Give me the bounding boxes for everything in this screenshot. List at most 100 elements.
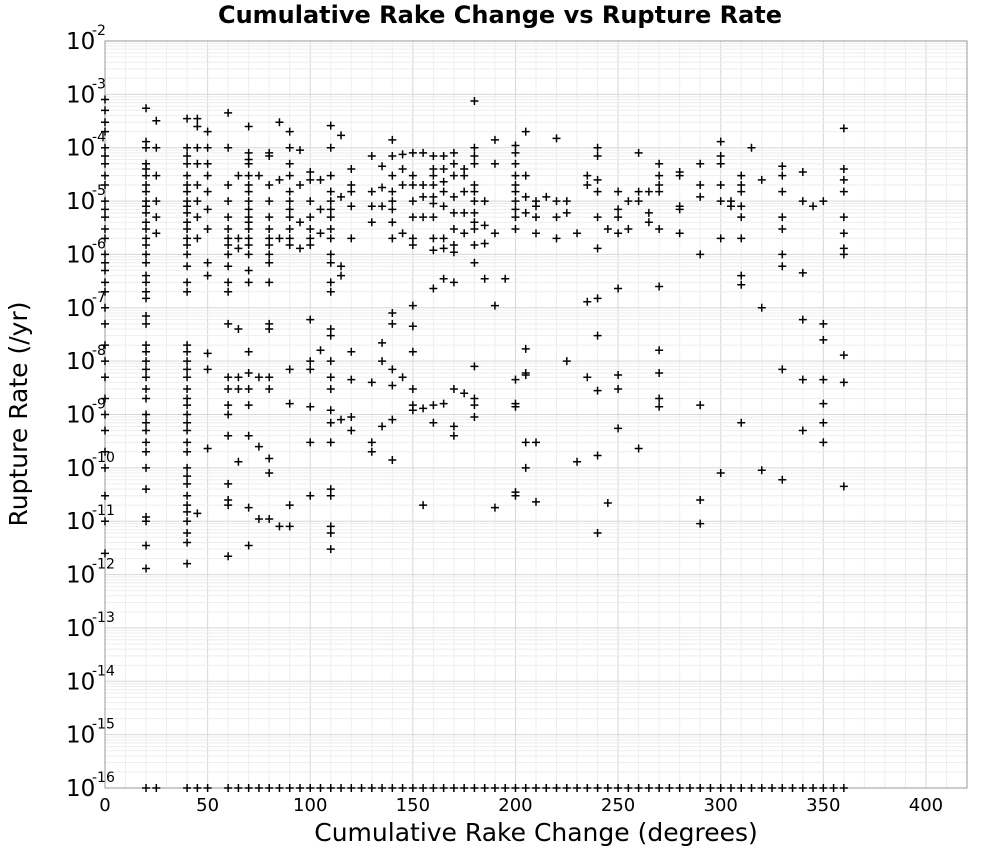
y-tick-label: 10-3 — [66, 76, 106, 108]
data-point — [757, 303, 766, 312]
data-point — [798, 426, 807, 435]
data-point — [183, 357, 192, 366]
data-point — [449, 171, 458, 180]
data-point — [511, 491, 520, 500]
y-tick-base: 10 — [66, 669, 95, 695]
data-point — [101, 319, 109, 328]
y-tick-exponent: -8 — [92, 343, 106, 359]
data-point — [275, 522, 284, 531]
data-point — [183, 447, 192, 456]
data-point — [593, 294, 602, 303]
data-point — [644, 218, 653, 227]
data-point — [203, 171, 212, 180]
data-point — [142, 517, 151, 526]
data-point — [819, 319, 828, 328]
data-point — [224, 241, 233, 250]
data-point — [142, 278, 151, 287]
y-tick-base: 10 — [66, 189, 95, 215]
data-point — [562, 197, 571, 206]
data-point — [254, 171, 263, 180]
data-point — [183, 262, 192, 271]
data-point — [183, 385, 192, 394]
data-point — [183, 278, 192, 287]
data-point — [439, 399, 448, 408]
data-point — [460, 229, 469, 238]
data-point — [265, 234, 274, 243]
data-point — [101, 341, 109, 350]
data-point — [265, 454, 274, 463]
data-point — [234, 784, 243, 792]
data-point — [265, 373, 274, 382]
data-point — [439, 164, 448, 173]
data-point — [716, 234, 725, 243]
x-tick-label: 50 — [196, 795, 219, 816]
data-point — [819, 197, 828, 206]
data-point — [449, 241, 458, 250]
data-point — [285, 365, 294, 374]
data-point — [193, 122, 202, 131]
data-point — [142, 271, 151, 280]
data-point — [408, 234, 417, 243]
data-point — [183, 218, 192, 227]
data-point — [839, 378, 848, 387]
data-point — [398, 150, 407, 159]
data-point — [101, 151, 109, 160]
data-point — [439, 187, 448, 196]
data-point — [819, 784, 828, 792]
data-point — [142, 357, 151, 366]
data-point — [224, 197, 233, 206]
data-point — [337, 415, 346, 424]
data-point — [737, 187, 746, 196]
data-point — [101, 205, 109, 214]
data-point — [419, 181, 428, 190]
data-point — [285, 522, 294, 531]
data-point — [347, 181, 356, 190]
data-point — [511, 187, 520, 196]
data-point — [183, 365, 192, 374]
y-tick-base: 10 — [66, 723, 95, 749]
data-point — [367, 438, 376, 447]
data-point — [275, 118, 284, 127]
data-point — [501, 784, 510, 792]
y-tick-exponent: -6 — [92, 236, 106, 252]
data-point — [224, 319, 233, 328]
data-point — [265, 250, 274, 259]
data-point — [306, 315, 315, 324]
data-point — [306, 491, 315, 500]
data-point — [142, 385, 151, 394]
data-point — [655, 394, 664, 403]
data-point — [429, 784, 438, 792]
data-point — [101, 463, 109, 472]
data-point — [285, 213, 294, 222]
data-point — [142, 250, 151, 259]
data-point — [326, 406, 335, 415]
chart-title: Cumulative Rake Change vs Rupture Rate — [218, 1, 782, 29]
data-point — [378, 162, 387, 171]
data-point — [388, 197, 397, 206]
data-point — [203, 159, 212, 168]
data-point — [521, 463, 530, 472]
data-point — [511, 205, 520, 214]
data-point — [326, 385, 335, 394]
data-point — [839, 351, 848, 360]
data-point — [429, 181, 438, 190]
data-point — [337, 192, 346, 201]
data-point — [737, 202, 746, 211]
data-point — [367, 447, 376, 456]
y-tick-base: 10 — [66, 509, 95, 535]
data-point — [532, 497, 540, 506]
data-point — [532, 438, 540, 447]
data-point — [244, 250, 253, 259]
data-point — [716, 469, 725, 478]
data-point — [737, 784, 746, 792]
data-point — [306, 241, 315, 250]
data-point — [655, 346, 664, 355]
data-point — [203, 349, 212, 358]
data-point — [388, 218, 397, 227]
data-point — [778, 475, 787, 484]
y-tick-base: 10 — [66, 82, 95, 108]
y-tick-exponent: -3 — [92, 76, 106, 92]
data-point — [244, 368, 253, 377]
y-tick-label: 10-10 — [66, 450, 115, 482]
data-point — [419, 404, 428, 413]
